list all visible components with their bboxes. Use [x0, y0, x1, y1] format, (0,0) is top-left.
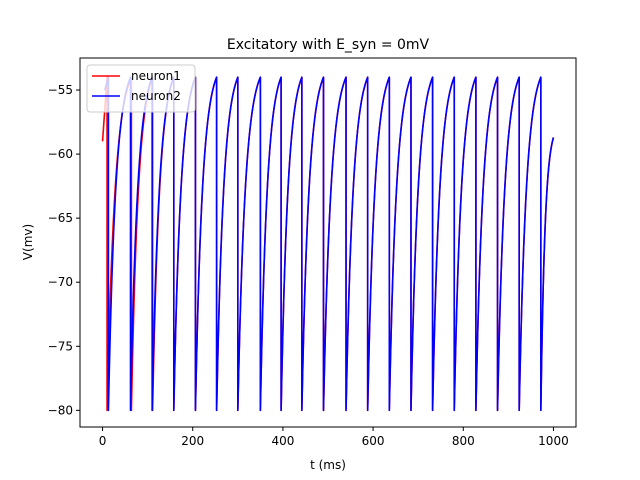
x-tick-label: 400 — [271, 434, 294, 448]
y-axis-label: V(mv) — [21, 224, 35, 260]
x-axis-ticks: 0 200 400 600 800 1000 — [99, 427, 569, 448]
x-tick-label: 0 — [99, 434, 107, 448]
x-axis-label: t (ms) — [310, 458, 346, 472]
chart-title: Excitatory with E_syn = 0mV — [227, 37, 430, 53]
y-tick-label: −75 — [48, 339, 73, 353]
plot-area — [79, 57, 577, 428]
y-tick-label: −80 — [48, 403, 73, 417]
y-tick-label: −60 — [48, 147, 73, 161]
x-tick-label: 800 — [452, 434, 475, 448]
series-layer — [101, 76, 555, 412]
x-tick-label: 1000 — [538, 434, 569, 448]
plot-frame — [79, 57, 577, 428]
x-tick-label: 600 — [362, 434, 385, 448]
legend: neuron1 neuron2 — [86, 64, 196, 113]
legend-label-neuron2: neuron2 — [131, 89, 181, 103]
legend-label-neuron1: neuron1 — [131, 69, 181, 83]
y-tick-label: −65 — [48, 211, 73, 225]
y-axis-ticks: −80 −75 −70 −65 −60 −55 — [48, 83, 80, 417]
series-line-neuron2 — [104, 76, 555, 412]
x-tick-label: 200 — [181, 434, 204, 448]
y-tick-label: −55 — [48, 83, 73, 97]
y-tick-label: −70 — [48, 275, 73, 289]
